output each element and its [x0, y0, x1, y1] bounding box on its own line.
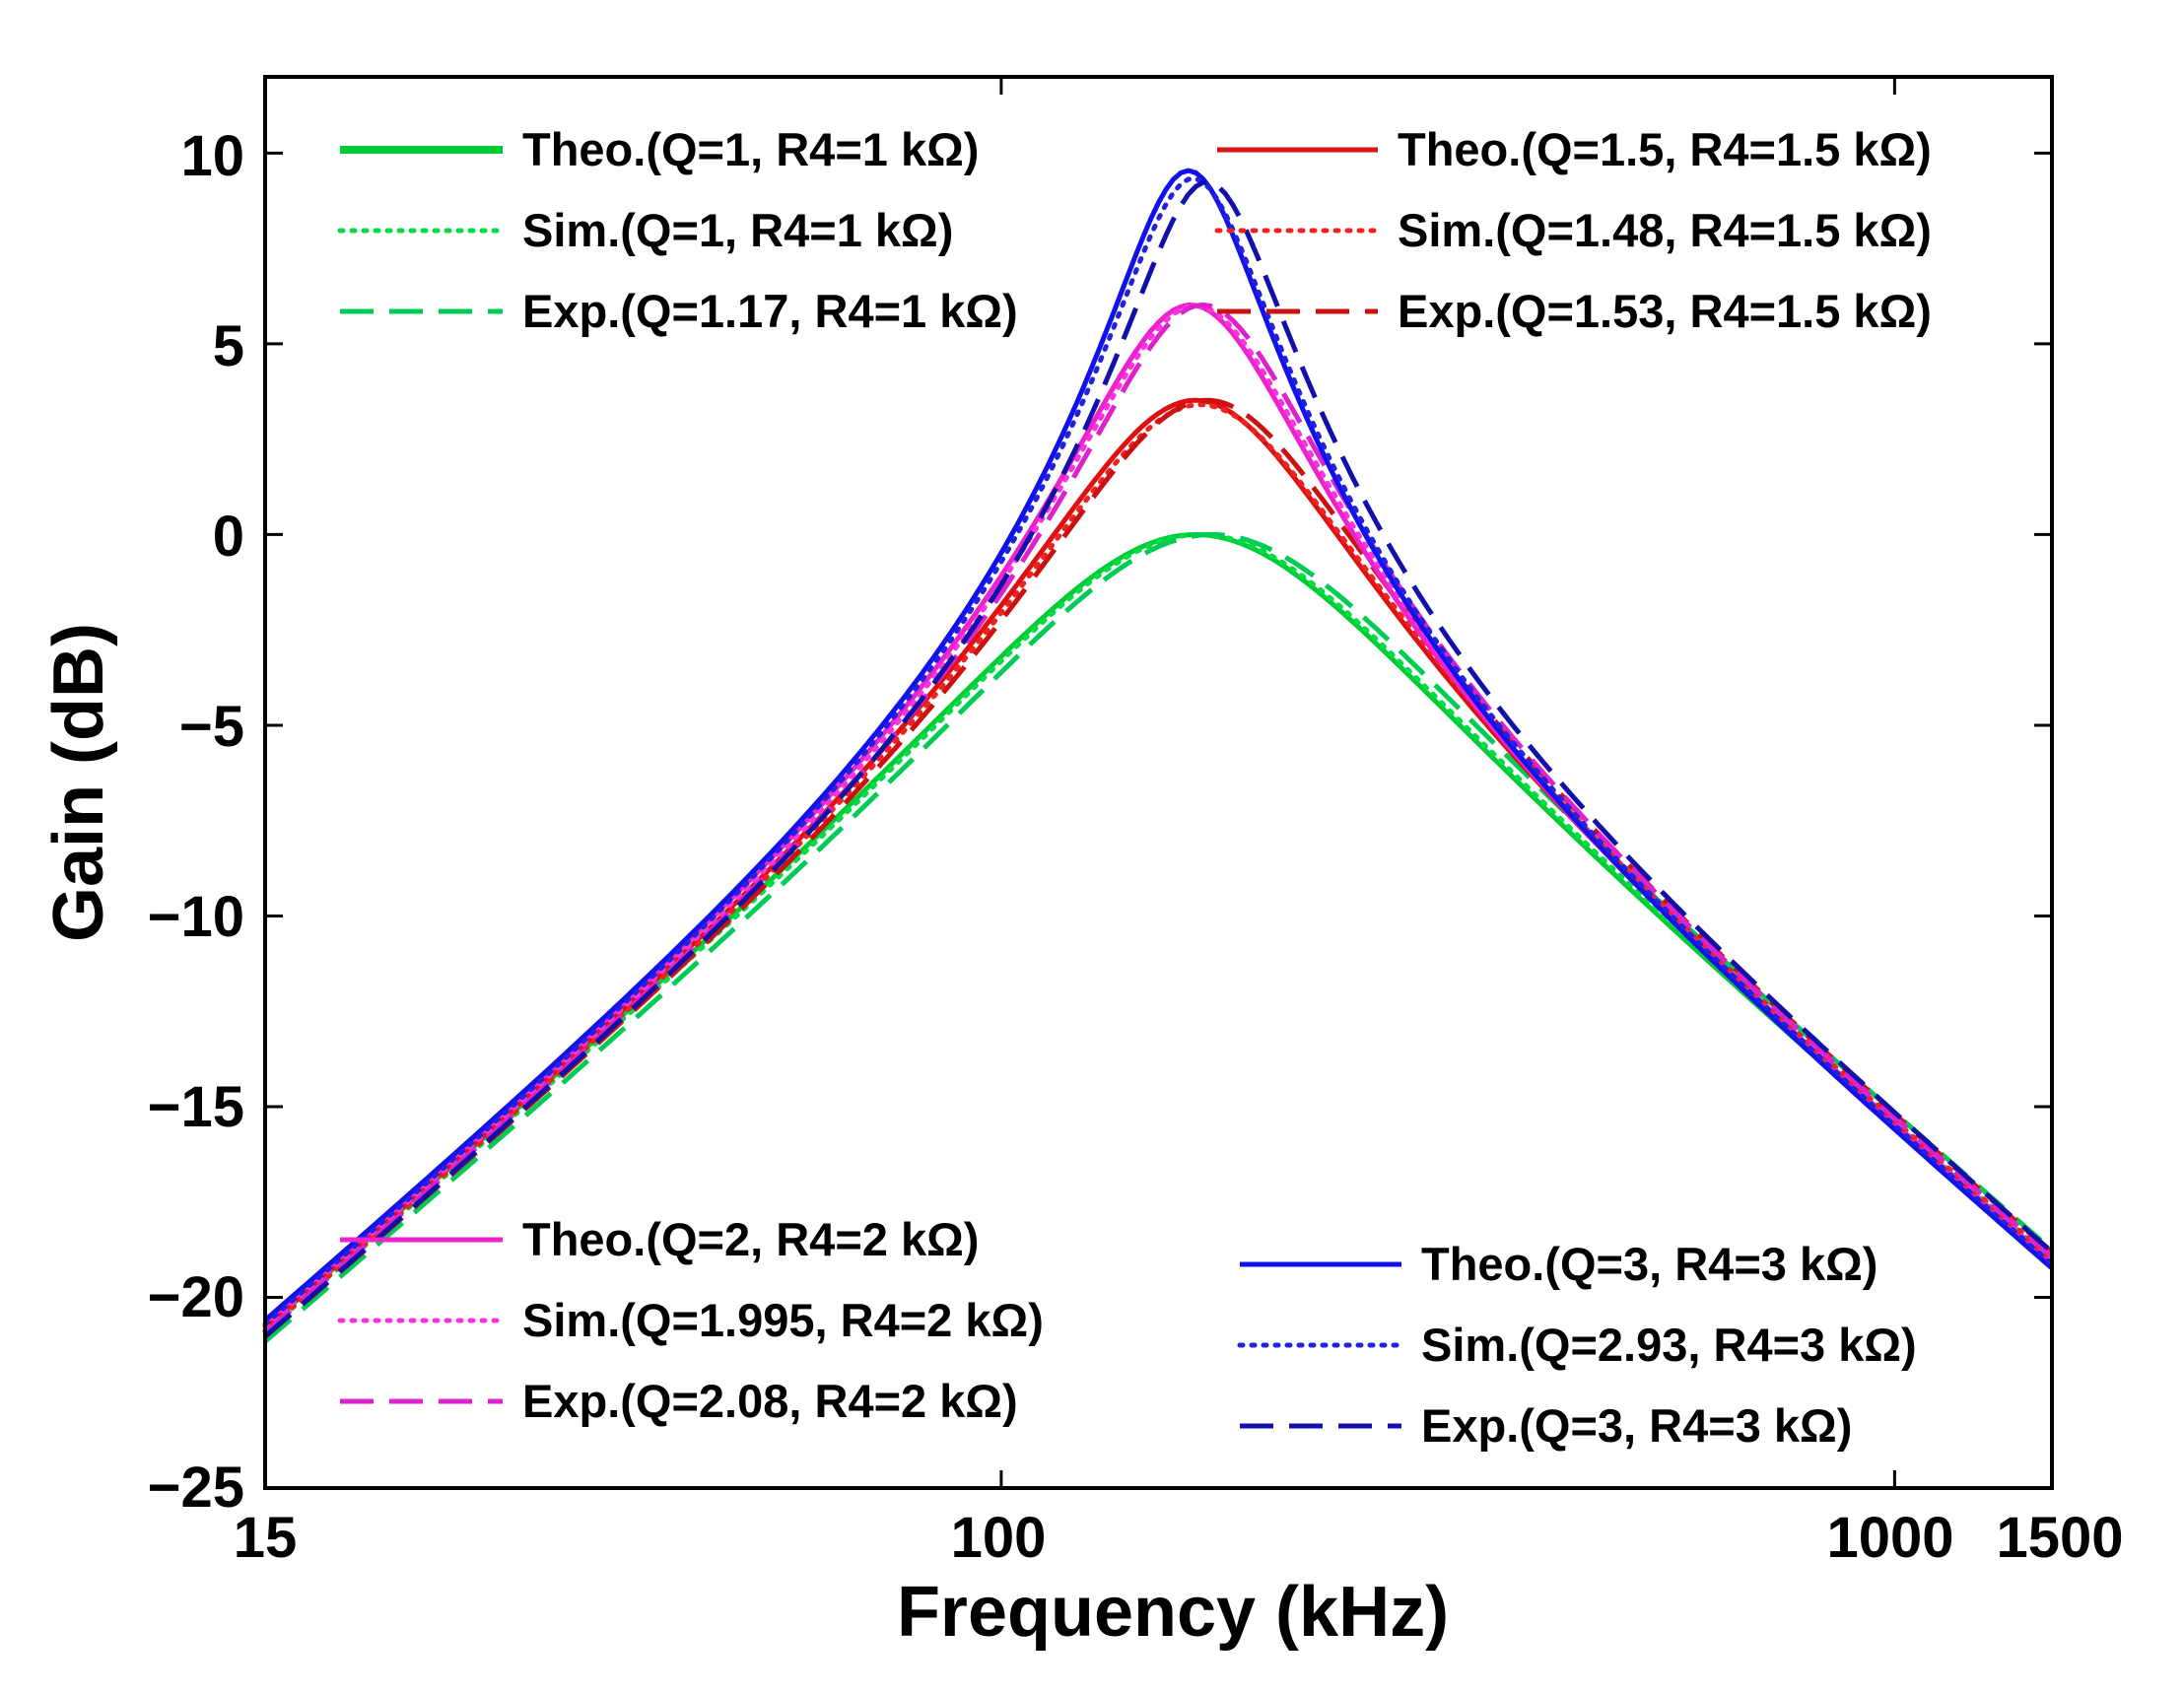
y-tick-label: −15 [148, 1075, 244, 1139]
y-tick-label: 5 [213, 314, 244, 378]
series-line-b-sim [262, 175, 2055, 1327]
legend-label-b-theo: Theo.(Q=3, R4=3 kΩ) [1421, 1238, 1877, 1290]
x-tick-labels: 15 100 1000 1500 [234, 1506, 2124, 1570]
legend-label-m-theo: Theo.(Q=2, R4=2 kΩ) [522, 1213, 979, 1265]
y-tick-label: 0 [213, 505, 244, 569]
y-tick-label: −10 [148, 885, 244, 949]
legend-label-r-theo: Theo.(Q=1.5, R4=1.5 kΩ) [1398, 123, 1932, 175]
legend-label-b-sim: Sim.(Q=2.93, R4=3 kΩ) [1421, 1319, 1917, 1371]
legend-label-m-exp: Exp.(Q=2.08, R4=2 kΩ) [522, 1375, 1018, 1427]
y-axis-title: Gain (dB) [39, 623, 118, 942]
series-line-b-theo [263, 168, 2054, 1322]
legend-label-b-exp: Exp.(Q=3, R4=3 kΩ) [1421, 1399, 1852, 1452]
series-layer [262, 168, 2055, 1344]
x-tick-label: 100 [951, 1506, 1047, 1570]
x-tick-label: 1000 [1826, 1506, 1953, 1570]
y-tick-label: 10 [180, 124, 244, 188]
legend-label-m-sim: Sim.(Q=1.995, R4=2 kΩ) [522, 1294, 1044, 1346]
legend-layer: Theo.(Q=1, R4=1 kΩ) Sim.(Q=1, R4=1 kΩ) Exp… [337, 123, 1932, 1452]
x-axis-title: Frequency (kHz) [897, 1573, 1449, 1652]
legend-label-g-exp: Exp.(Q=1.17, R4=1 kΩ) [522, 285, 1018, 337]
legend-label-r-exp: Exp.(Q=1.53, R4=1.5 kΩ) [1398, 285, 1932, 337]
y-tick-label: −25 [148, 1456, 244, 1520]
legend-label-g-theo: Theo.(Q=1, R4=1 kΩ) [522, 123, 979, 175]
plot-frame [263, 75, 2054, 1490]
legend-label-r-sim: Sim.(Q=1.48, R4=1.5 kΩ) [1398, 204, 1932, 256]
x-tick-label: 1500 [1996, 1506, 2123, 1570]
series-line-b-exp [263, 179, 2054, 1338]
y-tick-labels: 10 5 0 −5 −10 −15 −20 −25 [148, 124, 244, 1520]
y-tick-label: −20 [148, 1265, 244, 1329]
legend-label-g-sim: Sim.(Q=1, R4=1 kΩ) [522, 204, 953, 256]
x-tick-label: 15 [234, 1506, 298, 1570]
series-line-m-sim [262, 303, 2055, 1329]
y-tick-label: −5 [179, 695, 244, 759]
series-line-g-exp [263, 531, 2054, 1344]
